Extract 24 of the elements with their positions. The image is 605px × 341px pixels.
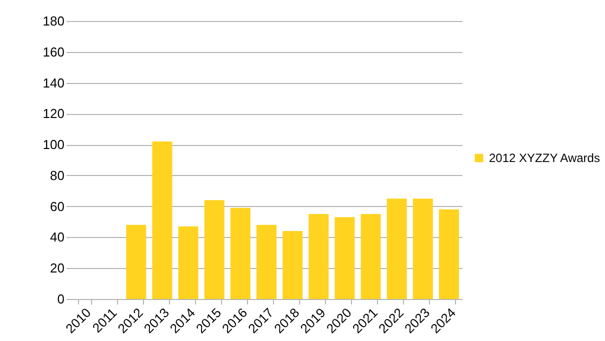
bar <box>126 224 146 299</box>
bar <box>386 198 407 299</box>
y-tick-label: 100 <box>42 137 64 152</box>
y-tick-label: 60 <box>50 198 64 214</box>
bar <box>256 224 276 299</box>
bar <box>438 209 459 299</box>
y-tick-label: 140 <box>42 75 64 90</box>
bar <box>178 226 198 299</box>
y-tick-label: 80 <box>50 168 64 183</box>
legend-label: 2012 XYZZY Awards <box>489 151 600 165</box>
bar <box>230 208 250 299</box>
y-tick-label: 120 <box>42 106 64 122</box>
y-tick-label: 160 <box>42 44 64 60</box>
y-tick-label: 20 <box>50 260 64 276</box>
bar <box>334 217 355 299</box>
bar <box>152 141 172 299</box>
bar <box>282 231 303 299</box>
y-tick-label: 0 <box>57 292 64 306</box>
y-tick-label: 180 <box>42 14 64 28</box>
bar <box>308 214 329 299</box>
y-tick-label: 40 <box>50 230 64 245</box>
bar <box>412 198 433 299</box>
bar <box>360 214 381 299</box>
bar <box>204 200 224 299</box>
